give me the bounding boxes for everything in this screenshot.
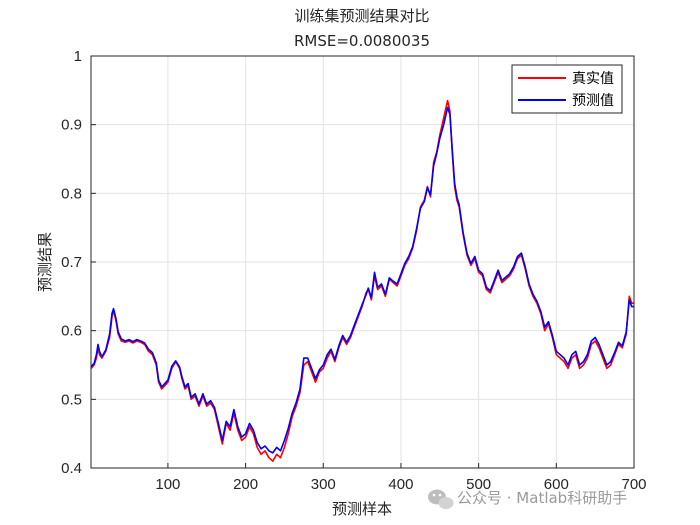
- chart-title: 训练集预测结果对比: [294, 7, 429, 25]
- y-tick-label: 0.9: [61, 117, 82, 134]
- x-tick-label: 300: [311, 476, 336, 493]
- y-tick-label: 0.5: [61, 391, 82, 408]
- y-axis-label: 预测结果: [36, 232, 54, 292]
- y-tick-label: 0.4: [61, 460, 82, 477]
- legend-label-series-1: 预测值: [572, 93, 614, 109]
- x-tick-label: 200: [233, 476, 258, 493]
- watermark: 公众号 · Matlab科研助手: [428, 489, 627, 509]
- x-tick-label: 700: [621, 476, 646, 493]
- x-tick-label: 400: [388, 476, 413, 493]
- y-tick-label: 0.7: [61, 254, 82, 271]
- y-tick-label: 0.8: [61, 185, 82, 202]
- legend-label-series-0: 真实值: [572, 71, 614, 87]
- y-tick-label: 0.6: [61, 323, 82, 340]
- x-tick-label: 100: [155, 476, 180, 493]
- axis-ticks: 100 200 300 400 500 600 700 0.4 0.5 0.6 0.7 0.8 0.9 1: [61, 48, 646, 493]
- x-tick-label: 500: [466, 476, 491, 493]
- series-layer: [90, 99, 634, 462]
- chart-subtitle: RMSE=0.0080035: [294, 32, 430, 50]
- series-line-1: [90, 106, 634, 454]
- legend: 真实值 预测值: [511, 64, 623, 114]
- x-axis-label: 预测样本: [332, 500, 392, 518]
- watermark-text: 公众号 · Matlab科研助手: [457, 489, 627, 507]
- x-tick-label: 600: [544, 476, 569, 493]
- y-tick-label: 1: [74, 48, 82, 65]
- legend-box: [511, 64, 623, 114]
- wechat-icon: [428, 489, 454, 509]
